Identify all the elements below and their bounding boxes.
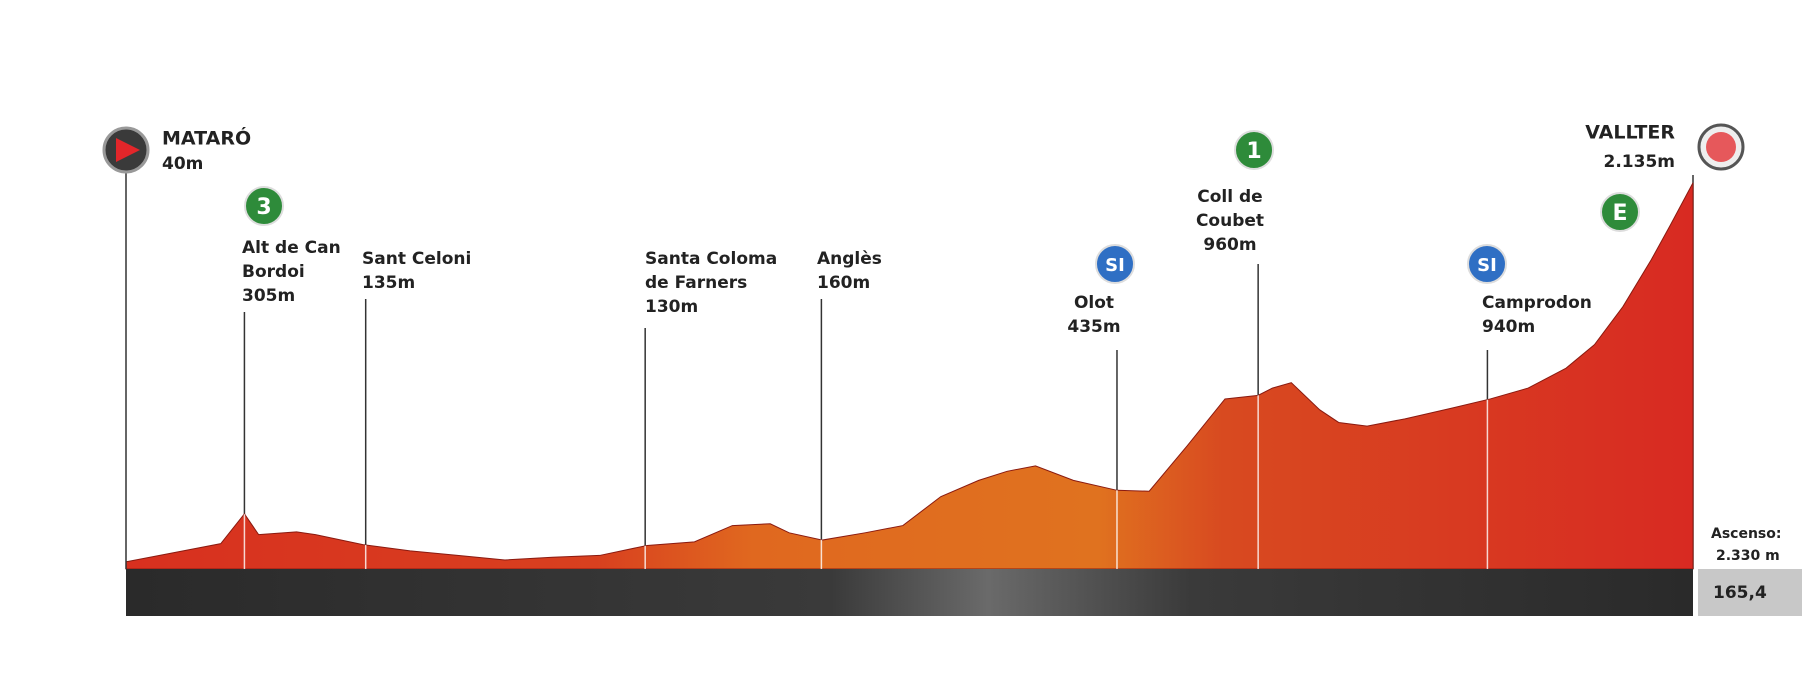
waypoint-name: Bordoi xyxy=(242,262,305,282)
badge xyxy=(244,186,284,226)
waypoint-altitude: 305m xyxy=(242,286,295,306)
waypoint-altitude: 940m xyxy=(1482,317,1535,337)
finish-name: VALLTER xyxy=(1585,122,1675,144)
badge-label: 1 xyxy=(1246,139,1261,164)
badge-label: SI xyxy=(1477,255,1497,276)
waypoint-name: Coll de xyxy=(1197,187,1262,207)
waypoint-name: Camprodon xyxy=(1482,293,1592,313)
waypoint-name: Anglès xyxy=(817,249,882,269)
start-name: MATARÓ xyxy=(162,126,251,150)
badge xyxy=(1095,244,1135,284)
waypoint-altitude: 435m xyxy=(1067,317,1120,337)
waypoint-name: Santa Coloma xyxy=(645,249,777,269)
elevation-area xyxy=(125,182,1694,570)
axis-bar xyxy=(126,569,1693,616)
start-arrow xyxy=(116,138,140,162)
waypoint-altitude: 160m xyxy=(817,273,870,293)
badge-label: 3 xyxy=(256,195,271,220)
waypoint-name: Olot xyxy=(1074,293,1114,313)
badge xyxy=(1467,244,1507,284)
start-altitude: 40m xyxy=(162,154,203,174)
waypoint-name: de Farners xyxy=(645,273,747,293)
badge xyxy=(1234,130,1274,170)
ascent-value: 2.330 m xyxy=(1716,548,1780,564)
badge-label: SI xyxy=(1105,255,1125,276)
distance-label: 165,4 xyxy=(1713,583,1767,603)
finish-altitude: 2.135m xyxy=(1604,152,1676,172)
badge xyxy=(1600,192,1640,232)
badge-label: E xyxy=(1612,201,1627,226)
waypoint-altitude: 135m xyxy=(362,273,415,293)
waypoint-altitude: 130m xyxy=(645,297,698,317)
waypoint-name: Alt de Can xyxy=(242,238,341,258)
waypoint-name: Coubet xyxy=(1196,211,1264,231)
main-layer xyxy=(125,182,1694,570)
ascent-label: Ascenso: xyxy=(1711,526,1781,542)
waypoint-altitude: 960m xyxy=(1203,235,1256,255)
waypoint-name: Sant Celoni xyxy=(362,249,471,269)
distance-box xyxy=(1698,569,1802,616)
finish-checker xyxy=(1706,132,1736,162)
